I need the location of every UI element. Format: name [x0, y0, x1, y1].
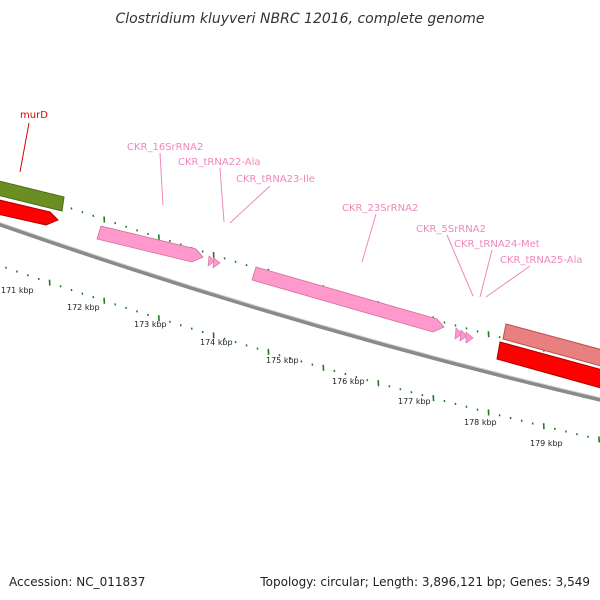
CKR_16SrRNA2-label: CKR_16SrRNA2 — [127, 142, 203, 153]
cds-light-right[interactable] — [502, 323, 600, 368]
murD-gene[interactable] — [0, 180, 65, 212]
CKR_tRNA22-Ala-leader-line — [219, 167, 225, 223]
kbp-tick-label: 178 kbp — [464, 418, 497, 427]
CKR_tRNA23-Ile-arrow[interactable] — [212, 257, 221, 269]
CKR_16SrRNA2-arrow[interactable] — [96, 225, 204, 263]
CKR_tRNA24-Met-leader-line — [479, 249, 493, 298]
kbp-tick-label: 176 kbp — [332, 377, 365, 386]
CKR_tRNA25-Ala-label: CKR_tRNA25-Ala — [500, 255, 583, 266]
genome-backbone-highlight — [0, 221, 600, 399]
cds-red-right[interactable] — [496, 341, 600, 390]
CKR_23SrRNA2-arrow[interactable] — [251, 266, 445, 333]
topology-summary-text: Topology: circular; Length: 3,896,121 bp… — [260, 575, 590, 589]
kbp-tick-label: 173 kbp — [134, 320, 167, 329]
CKR_tRNA22-Ala-label: CKR_tRNA22-Ala — [178, 157, 261, 168]
kbp-tick-label: 174 kbp — [200, 338, 233, 347]
CKR_tRNA24-Met-label: CKR_tRNA24-Met — [454, 239, 540, 250]
CKR_23SrRNA2-label: CKR_23SrRNA2 — [342, 203, 418, 214]
CKR_5SrRNA2-label: CKR_5SrRNA2 — [416, 224, 486, 235]
cds-red-left[interactable] — [0, 199, 59, 226]
CKR_16SrRNA2-leader-line — [159, 152, 164, 206]
CKR_5SrRNA2-leader-line — [446, 234, 474, 297]
inner-tick-track — [5, 266, 600, 443]
kbp-tick-label: 171 kbp — [1, 286, 34, 295]
CKR_tRNA25-Ala-leader-line — [485, 265, 531, 298]
CKR_tRNA24-Met-arrow[interactable] — [459, 329, 468, 342]
kbp-tick-label: 172 kbp — [67, 303, 100, 312]
genome-backbone — [0, 222, 600, 402]
kbp-tick-label: 179 kbp — [530, 439, 563, 448]
CKR_tRNA25-Ala-arrow[interactable] — [465, 331, 474, 344]
map-title: Clostridium kluyveri NBRC 12016, complet… — [115, 11, 484, 27]
kbp-tick-label: 177 kbp — [398, 397, 431, 406]
CKR_5SrRNA2-arrow[interactable] — [454, 327, 463, 340]
murD-leader-line — [19, 122, 30, 173]
kbp-tick-label: 175 kbp — [266, 356, 299, 365]
CKR_tRNA22-Ala-arrow[interactable] — [207, 255, 216, 267]
CKR_tRNA23-Ile-leader-line — [229, 185, 271, 224]
accession-text: Accession: NC_011837 — [9, 575, 146, 589]
CKR_tRNA23-Ile-label: CKR_tRNA23-Ile — [236, 174, 315, 185]
CKR_23SrRNA2-leader-line — [361, 213, 377, 263]
murD-label: murD — [20, 110, 48, 121]
